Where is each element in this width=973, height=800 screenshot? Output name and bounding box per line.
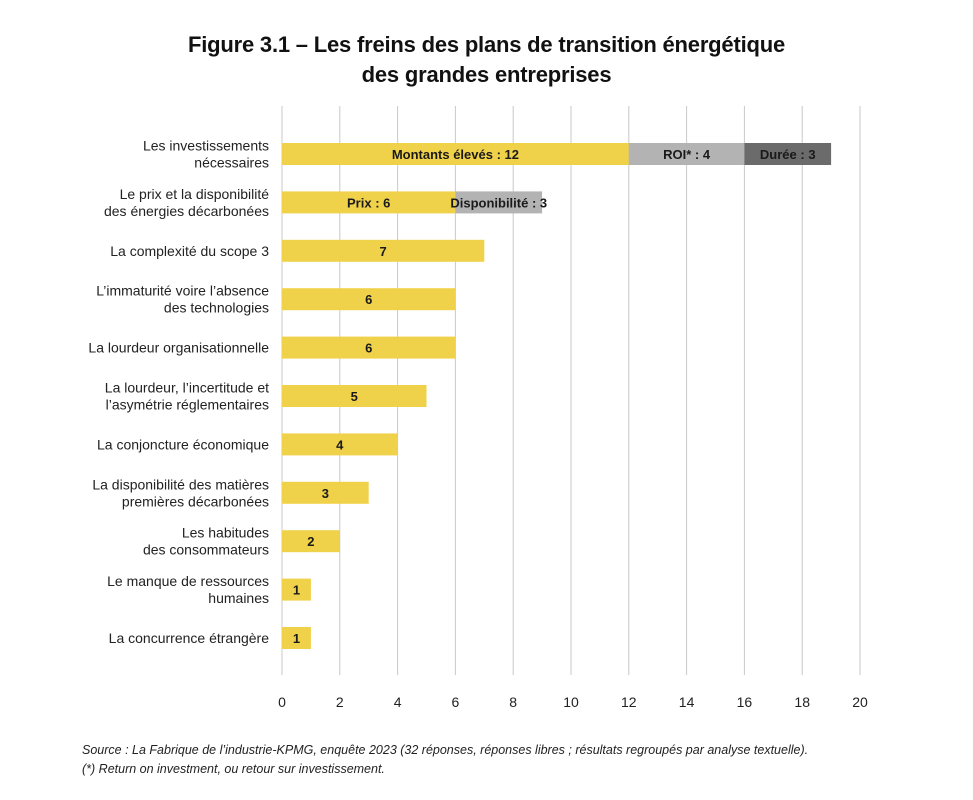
bar-segment (455, 191, 543, 214)
bar-segment (282, 578, 311, 601)
data-label: 6 (365, 341, 372, 356)
x-tick-label: 12 (621, 694, 637, 710)
category-label: La lourdeur organisationnelle (88, 340, 269, 356)
category-label: Les habitudes des consommateurs (143, 525, 269, 558)
source-note: Source : La Fabrique de l’industrie-KPMG… (82, 743, 809, 757)
data-label: 3 (322, 486, 329, 501)
bar-segment (282, 385, 427, 407)
chart-title-line-2: des grandes entreprises (361, 62, 612, 87)
data-label: 7 (380, 244, 387, 259)
data-label: 5 (351, 389, 358, 404)
data-label: 4 (336, 437, 344, 452)
data-label: 1 (293, 631, 300, 646)
category-label: Le prix et la disponibilité des énergies … (104, 186, 269, 219)
data-label: Montants élevés : 12 (392, 147, 519, 162)
category-label: La complexité du scope 3 (110, 243, 269, 259)
category-label: La disponibilité des matières premières d… (92, 476, 269, 509)
data-label: Prix : 6 (347, 195, 390, 210)
x-tick-label: 6 (452, 694, 460, 710)
chart-title: Figure 3.1 – Les freins des plans de tra… (0, 30, 973, 90)
category-label: La lourdeur, l’incertitude et l’asymétrie… (105, 380, 269, 413)
chart-source: Source : La Fabrique de l’industrie-KPMG… (82, 741, 952, 779)
chart-title-line-1: Figure 3.1 – Les freins des plans de tra… (187, 32, 786, 57)
bar-segment (282, 191, 456, 214)
category-label: La concurrence étrangère (109, 630, 270, 646)
data-label: 1 (293, 583, 300, 598)
category-label: Le manque de ressources humaines (107, 573, 269, 606)
bar-segment (282, 530, 340, 553)
x-tick-label: 4 (394, 694, 402, 710)
x-tick-label: 10 (563, 694, 579, 710)
x-tick-label: 8 (509, 694, 517, 710)
bar-segment (282, 627, 311, 649)
bar-segment (282, 288, 456, 311)
bar-segment (282, 433, 398, 456)
x-tick-label: 20 (852, 694, 868, 710)
bar-segment (282, 481, 369, 504)
category-label: Les investissements nécessaires (143, 138, 269, 171)
data-label: Disponibilité : 3 (450, 195, 547, 210)
x-tick-label: 2 (336, 694, 344, 710)
category-label: La conjoncture économique (97, 436, 269, 452)
x-tick-label: 16 (737, 694, 753, 710)
bar-segment (282, 336, 456, 359)
x-tick-label: 18 (794, 694, 810, 710)
category-label: L’immaturité voire l’absence des technolo… (96, 283, 269, 316)
data-label: ROI* : 4 (663, 147, 711, 162)
data-label: 2 (307, 534, 314, 549)
data-label: Durée : 3 (760, 147, 816, 162)
footnote: (*) Return on investment, ou retour sur … (82, 762, 385, 776)
bar-segment (282, 143, 629, 165)
x-tick-label: 14 (679, 694, 695, 710)
data-label: 6 (365, 292, 372, 307)
x-tick-label: 0 (278, 694, 286, 710)
bar-segment (744, 143, 832, 165)
bar-segment (628, 143, 745, 165)
bar-segment (282, 239, 485, 262)
